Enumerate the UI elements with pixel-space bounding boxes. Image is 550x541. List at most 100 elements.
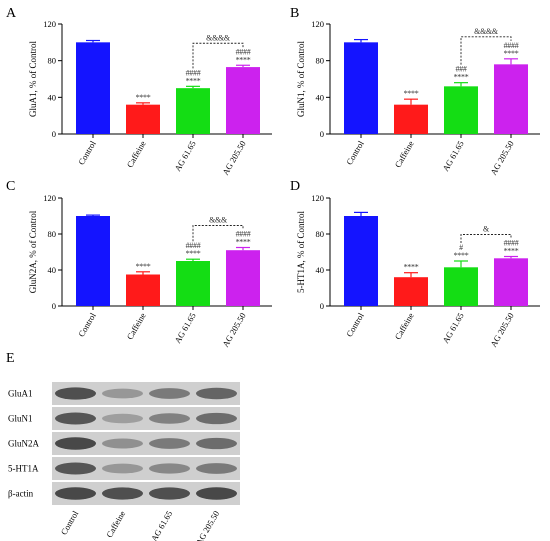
y-tick-label: 40 [316,92,325,102]
blot-lane-label: AG 205.50 [194,509,222,541]
panel-letter: C [6,179,15,194]
bracket-mark: &&&& [474,27,499,36]
blot-strip [52,482,240,505]
y-axis-label: 5-HT1A, % of Control [296,211,306,293]
blot-lane-label: Caffeine [104,509,127,539]
y-tick-label: 0 [52,301,56,311]
blot-row-label: GluN2A [8,439,39,449]
y-tick-label: 120 [43,193,56,203]
blot-band [55,412,96,425]
x-tick-label: AG 61.65 [440,311,465,345]
bar-1 [76,42,110,135]
x-tick-label: Caffeine [125,311,148,341]
blot-lane-label: Control [59,508,81,536]
bar-4 [494,258,528,306]
blot-strip [52,382,240,405]
chart-panel-a: A 0 40 80 120 GluA1, % of Control Control **** C… [6,6,272,177]
blot-band [55,487,96,500]
significance-mark: #### [236,230,251,239]
y-axis-label: GluN1, % of Control [296,41,306,117]
bar-4 [226,250,260,306]
bracket-mark: &&& [209,216,228,225]
y-tick-label: 80 [48,56,57,66]
blot-band [149,388,190,399]
significance-mark: #### [186,241,201,250]
blot-row-label: β-actin [8,489,34,499]
bar-4 [494,64,528,134]
panel-letter: B [290,6,299,21]
x-tick-label: Control [344,310,366,338]
chart-panel-b: B 0 40 80 120 GluN1, % of Control Control **** C… [290,6,540,177]
blot-band [102,388,143,399]
x-tick-label: Control [76,138,98,166]
blot-band [196,437,237,450]
bar-3 [444,267,478,306]
bar-3 [444,86,478,134]
bar-1 [76,216,110,306]
comparison-bracket [192,42,244,69]
blot-band [149,413,190,424]
significance-mark: **** [454,251,469,260]
chart-panel-d: D 0 40 80 120 5-HT1A, % of Control Control ****… [290,179,540,349]
x-tick-label: AG 205.50 [220,139,248,177]
significance-mark: # [459,243,463,252]
blot-band [102,438,143,449]
blot-strip [52,432,240,455]
y-tick-label: 0 [52,129,56,139]
western-blot-panel: E GluA1 GluN1 GluN2A 5-HT1A β-actin Control Caf… [6,351,240,541]
significance-mark: **** [236,55,251,64]
bar-2 [126,104,160,134]
panel-letter: A [6,6,17,21]
blot-band [149,487,190,500]
significance-mark: **** [136,262,151,271]
significance-mark: **** [454,73,469,82]
bar-1 [344,42,378,135]
blot-band [102,413,143,424]
significance-mark: #### [186,68,201,77]
y-axis-label: GluA1, % of Control [28,41,38,117]
y-tick-label: 120 [43,19,56,29]
significance-mark: **** [136,93,151,102]
blot-band [196,463,237,474]
comparison-bracket [460,36,512,65]
blot-lane-label: AG 61.65 [149,509,174,541]
x-tick-label: AG 61.65 [172,311,197,345]
y-tick-label: 80 [48,229,57,239]
bracket-mark: &&&& [206,33,231,42]
blot-band [149,438,190,449]
panel-letter: E [6,351,15,366]
significance-mark: **** [186,249,201,258]
significance-mark: #### [504,239,519,248]
significance-mark: **** [236,238,251,247]
bar-4 [226,67,260,134]
bar-2 [126,274,160,306]
y-tick-label: 40 [48,265,57,275]
bracket-mark: & [483,225,490,234]
blot-band [102,463,143,474]
x-tick-label: Caffeine [393,139,416,169]
bar-3 [176,88,210,134]
y-tick-label: 40 [48,92,57,102]
comparison-bracket [460,234,512,243]
y-tick-label: 80 [316,229,325,239]
y-axis-label: GluN2A, % of Control [28,210,38,293]
x-tick-label: AG 205.50 [220,311,248,349]
significance-mark: **** [404,263,419,272]
x-tick-label: AG 205.50 [488,139,516,177]
x-tick-label: Control [76,310,98,338]
x-tick-label: AG 205.50 [488,311,516,349]
blot-strip [52,407,240,430]
significance-mark: **** [186,76,201,85]
blot-band [102,487,143,500]
blot-row-label: GluN1 [8,414,33,424]
blot-band [55,462,96,475]
blot-band [196,387,237,400]
blot-band [149,463,190,474]
blot-band [55,437,96,450]
y-tick-label: 0 [320,301,324,311]
blot-row-label: 5-HT1A [8,464,39,474]
x-tick-label: Caffeine [393,311,416,341]
x-tick-label: Caffeine [125,139,148,169]
significance-mark: #### [236,47,251,56]
